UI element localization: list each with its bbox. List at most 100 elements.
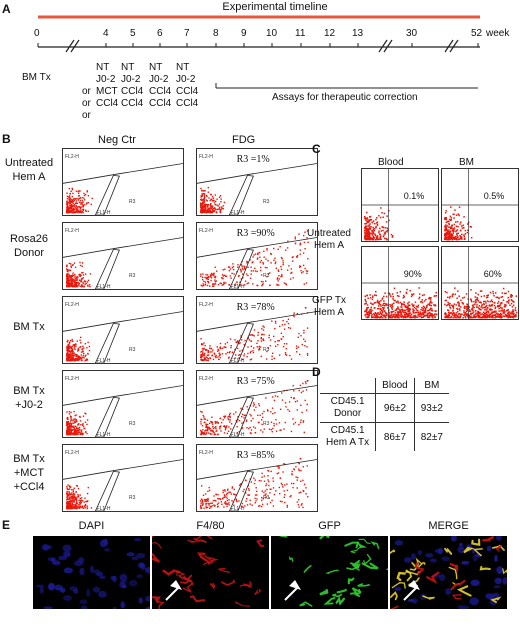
table-row: CD45.1 Donor 96±2 93±2 <box>320 393 449 423</box>
gfp-percentage: 90% <box>404 269 422 279</box>
or-label-2: or <box>82 98 91 109</box>
treatment-col-7-j02: J0-2 <box>176 74 196 85</box>
treatment-col-6-ccl4a: CCl4 <box>149 86 172 97</box>
fl2-axis-label: FL2-H <box>65 228 79 234</box>
treatment-col-7-ccl4b: CCl4 <box>176 98 199 109</box>
fl1-axis-label: FL1-H <box>231 284 245 289</box>
fl1-axis-label: FL1-H <box>97 358 111 363</box>
tick-12: 12 <box>324 28 336 39</box>
fl1-axis-label: FL1-H <box>97 506 111 511</box>
assays-label: Assays for therapeutic correction <box>272 92 418 103</box>
table-header-blank <box>320 378 377 394</box>
blood-flow-plot: 90% <box>361 246 439 320</box>
fdg-flow-plot: R3 FL1-H FL2-H R3 =85% <box>196 444 318 512</box>
fl1-axis-label: FL1-H <box>231 432 245 437</box>
r3-gate-label: R3 <box>129 421 136 427</box>
panel-a-letter: A <box>2 2 11 16</box>
treatment-col-7: NT J0-2 CCl4 CCl4 <box>176 62 198 110</box>
row-label-untreated: Untreated Hem A <box>4 157 54 183</box>
timeline-bar <box>37 15 480 89</box>
fl1-axis-label: FL1-H <box>231 358 245 363</box>
tick-30: 30 <box>406 28 418 39</box>
table-header-bm: BM <box>414 378 449 394</box>
row-label-bmtx: BM Tx <box>13 321 45 333</box>
gfp-percentage: 0.5% <box>484 191 505 201</box>
c-row-label-untreated: Untreated Hem A <box>307 228 351 251</box>
tick-13: 13 <box>352 28 364 39</box>
treatment-col-6-ccl4b: CCl4 <box>149 98 172 109</box>
table-header-row: Blood BM <box>320 378 449 394</box>
table-cell-bm: 93±2 <box>414 393 449 423</box>
fdg-flow-plot: R3 FL1-H FL2-H R3 =75% <box>196 370 318 438</box>
fl1-axis-label: FL1-H <box>97 210 111 215</box>
fl2-axis-label: FL2-H <box>199 154 213 160</box>
tick-10: 10 <box>266 28 278 39</box>
week-label: week <box>486 28 510 39</box>
tick-6: 6 <box>157 28 163 39</box>
r3-percentage: R3 =78% <box>237 302 275 313</box>
tick-0: 0 <box>34 28 40 39</box>
negctr-flow-plot: R3 FL1-H FL2-H <box>62 370 184 438</box>
treatment-col-5-j02: J0-2 <box>121 74 141 85</box>
fdg-flow-plot: R3 FL1-H FL2-H R3 =78% <box>196 296 318 364</box>
fl2-axis-label: FL2-H <box>199 228 213 234</box>
r3-percentage: R3 =75% <box>237 376 275 387</box>
panel-e-letter: E <box>2 518 11 532</box>
gfp-micrograph <box>271 536 388 609</box>
negctr-header: Neg Ctr <box>98 134 136 146</box>
r3-percentage: R3 =1% <box>237 154 270 165</box>
table-row-label: CD45.1 Donor <box>320 393 377 423</box>
gfp-label: GFP <box>318 520 341 532</box>
bm-tx-label: BM Tx <box>22 72 51 83</box>
tick-7: 7 <box>184 28 190 39</box>
panel-c-letter: C <box>312 142 321 156</box>
r3-gate-label: R3 <box>129 273 136 279</box>
gfp-percentage: 0.1% <box>404 191 425 201</box>
table-cell-blood: 96±2 <box>375 393 415 423</box>
negctr-flow-plot: R3 FL1-H FL2-H <box>62 444 184 512</box>
fl2-axis-label: FL2-H <box>65 154 79 160</box>
treatment-col-4-j02: J0-2 <box>96 74 116 85</box>
negctr-flow-plot: R3 FL1-H FL2-H <box>62 148 184 216</box>
r3-gate-label: R3 <box>129 495 136 501</box>
tick-52: 52 <box>471 28 483 39</box>
r3-percentage: R3 =85% <box>237 450 275 461</box>
table-row-label: CD45.1 Hem A Tx <box>320 422 377 451</box>
treatment-col-6: NT J0-2 CCl4 CCl4 <box>149 62 171 110</box>
tick-8: 8 <box>213 28 219 39</box>
timeline-title: Experimental timeline <box>222 1 328 13</box>
row-label-rosa26: Rosa26 Donor <box>10 233 48 259</box>
fl1-axis-label: FL1-H <box>231 506 245 511</box>
negctr-flow-plot: R3 FL1-H FL2-H <box>62 222 184 290</box>
negctr-flow-plot: R3 FL1-H FL2-H <box>62 296 184 364</box>
treatment-col-4: NT J0-2 MCT CCl4 <box>96 62 118 110</box>
merge-micrograph <box>390 536 507 609</box>
table-cell-blood: 86±7 <box>375 422 415 451</box>
merge-label: MERGE <box>428 520 469 532</box>
fl2-axis-label: FL2-H <box>65 302 79 308</box>
tick-11: 11 <box>295 28 306 39</box>
treatment-col-4-ccl4: CCl4 <box>96 98 119 109</box>
treatment-col-5-ccl4b: CCl4 <box>121 98 144 109</box>
fdg-header: FDG <box>232 134 256 146</box>
c-row-label-gfp: GFP Tx Hem A <box>311 295 347 318</box>
table-cell-bm: 82±7 <box>420 431 443 443</box>
fl2-axis-label: FL2-H <box>199 376 213 382</box>
fdg-flow-plot: R3 FL1-H FL2-H R3 =1% <box>196 148 318 216</box>
bm-flow-plot: 0.5% <box>441 168 519 242</box>
blood-flow-plot: 0.1% <box>361 168 439 242</box>
row-label-bmtx-j02: BM Tx +J0-2 <box>13 385 45 411</box>
bm-flow-plot: 60% <box>441 246 519 320</box>
f480-micrograph <box>152 536 269 609</box>
treatment-col-4-mct: MCT <box>96 86 118 97</box>
f480-label: F4/80 <box>196 520 225 532</box>
engraftment-table: Blood BM CD45.1 Donor 96±2 93±2 CD45.1 H… <box>320 378 449 451</box>
tick-4: 4 <box>103 28 109 39</box>
table-row: CD45.1 Hem A Tx 86±7 82±7 <box>320 422 449 451</box>
treatment-col-6-nt: NT <box>149 62 163 73</box>
r3-gate-label: R3 <box>263 495 270 501</box>
or-label-3: or <box>82 110 91 121</box>
fl2-axis-label: FL2-H <box>65 376 79 382</box>
fl1-axis-label: FL1-H <box>231 210 245 215</box>
r3-gate-label: R3 <box>129 347 136 353</box>
